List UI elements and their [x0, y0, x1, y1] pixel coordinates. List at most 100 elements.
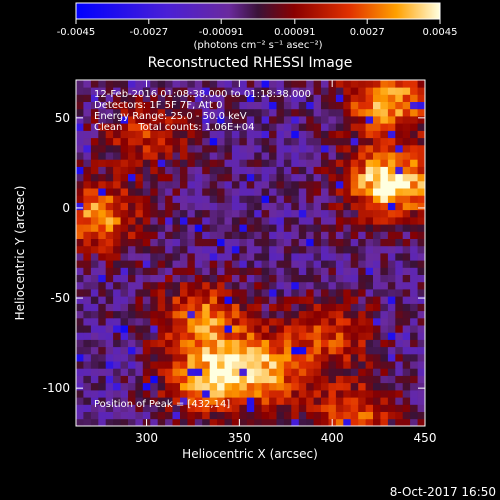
- heatmap-pixel: [113, 245, 121, 254]
- heatmap-pixel: [306, 80, 314, 88]
- heatmap-pixel: [98, 339, 107, 348]
- heatmap-pixel: [343, 137, 352, 146]
- heatmap-pixel: [217, 80, 225, 88]
- heatmap-pixel: [246, 101, 255, 110]
- heatmap-pixel: [254, 253, 262, 261]
- heatmap-pixel: [209, 390, 218, 398]
- heatmap-pixel: [335, 397, 344, 405]
- heatmap-pixel: [313, 339, 322, 348]
- heatmap-pixel: [217, 361, 225, 369]
- heatmap-pixel: [180, 310, 188, 319]
- heatmap-pixel: [135, 144, 144, 153]
- heatmap-pixel: [328, 202, 337, 211]
- heatmap-pixel: [180, 368, 188, 376]
- heatmap-pixel: [261, 188, 270, 196]
- heatmap-pixel: [142, 382, 151, 391]
- heatmap-pixel: [239, 108, 248, 117]
- heatmap-pixel: [328, 411, 337, 420]
- heatmap-pixel: [261, 267, 270, 275]
- heatmap-pixel: [254, 80, 262, 88]
- heatmap-pixel: [128, 260, 136, 268]
- heatmap-pixel: [291, 152, 300, 160]
- heatmap-pixel: [321, 173, 329, 182]
- heatmap-pixel: [321, 353, 329, 362]
- heatmap-pixel: [231, 404, 240, 412]
- heatmap-pixel: [328, 296, 337, 304]
- heatmap-pixel: [113, 173, 121, 182]
- heatmap-pixel: [298, 411, 307, 420]
- heatmap-pixel: [105, 361, 114, 369]
- heatmap-pixel: [142, 245, 151, 254]
- heatmap-pixel: [231, 253, 240, 261]
- heatmap-pixel: [83, 80, 92, 88]
- heatmap-pixel: [128, 418, 136, 426]
- heatmap-pixel: [298, 253, 307, 261]
- heatmap-pixel: [358, 166, 366, 175]
- heatmap-pixel: [165, 332, 173, 340]
- heatmap-pixel: [239, 144, 248, 153]
- heatmap-pixel: [269, 130, 277, 139]
- heatmap-pixel: [180, 224, 188, 232]
- heatmap-pixel: [202, 296, 210, 304]
- heatmap-pixel: [135, 231, 144, 239]
- heatmap-pixel: [231, 353, 240, 362]
- heatmap-pixel: [135, 238, 144, 247]
- heatmap-pixel: [343, 346, 352, 355]
- heatmap-pixel: [217, 224, 225, 232]
- heatmap-pixel: [291, 411, 300, 420]
- heatmap-pixel: [335, 80, 344, 88]
- heatmap-pixel: [217, 209, 225, 218]
- heatmap-pixel: [395, 346, 404, 355]
- heatmap-pixel: [246, 152, 255, 160]
- heatmap-pixel: [76, 108, 84, 117]
- heatmap-pixel: [380, 411, 389, 420]
- heatmap-pixel: [321, 310, 329, 319]
- heatmap-pixel: [105, 195, 114, 203]
- heatmap-pixel: [358, 195, 366, 203]
- heatmap-pixel: [387, 253, 396, 261]
- heatmap-pixel: [373, 87, 381, 95]
- heatmap-pixel: [209, 217, 218, 225]
- heatmap-pixel: [321, 195, 329, 203]
- heatmap-pixel: [187, 317, 196, 326]
- heatmap-pixel: [90, 375, 99, 384]
- heatmap-pixel: [165, 130, 173, 139]
- heatmap-pixel: [209, 397, 218, 405]
- heatmap-pixel: [269, 411, 277, 420]
- heatmap-pixel: [373, 339, 381, 348]
- heatmap-pixel: [254, 188, 262, 196]
- heatmap-pixel: [113, 404, 121, 412]
- heatmap-pixel: [157, 238, 166, 247]
- heatmap-pixel: [90, 296, 99, 304]
- heatmap-pixel: [239, 368, 248, 376]
- heatmap-pixel: [269, 346, 277, 355]
- heatmap-pixel: [128, 411, 136, 420]
- heatmap-pixel: [209, 87, 218, 95]
- heatmap-pixel: [373, 137, 381, 146]
- heatmap-pixel: [224, 245, 233, 254]
- heatmap-pixel: [231, 101, 240, 110]
- heatmap-pixel: [276, 116, 285, 124]
- heatmap-pixel: [313, 281, 322, 290]
- heatmap-pixel: [98, 144, 107, 153]
- heatmap-pixel: [254, 310, 262, 319]
- heatmap-pixel: [246, 137, 255, 146]
- heatmap-pixel: [283, 238, 292, 247]
- heatmap-pixel: [246, 289, 255, 297]
- heatmap-pixel: [105, 310, 114, 319]
- heatmap-pixel: [246, 144, 255, 153]
- heatmap-pixel: [261, 332, 270, 340]
- heatmap-pixel: [157, 332, 166, 340]
- heatmap-pixel: [231, 390, 240, 398]
- heatmap-pixel: [321, 116, 329, 124]
- heatmap-pixel: [142, 231, 151, 239]
- y-tick-label: -100: [43, 381, 70, 395]
- heatmap-pixel: [157, 202, 166, 211]
- heatmap-pixel: [261, 390, 270, 398]
- heatmap-pixel: [298, 116, 307, 124]
- heatmap-pixel: [358, 94, 366, 102]
- heatmap-pixel: [180, 361, 188, 369]
- heatmap-pixel: [98, 238, 107, 247]
- heatmap-pixel: [231, 303, 240, 312]
- heatmap-pixel: [246, 217, 255, 225]
